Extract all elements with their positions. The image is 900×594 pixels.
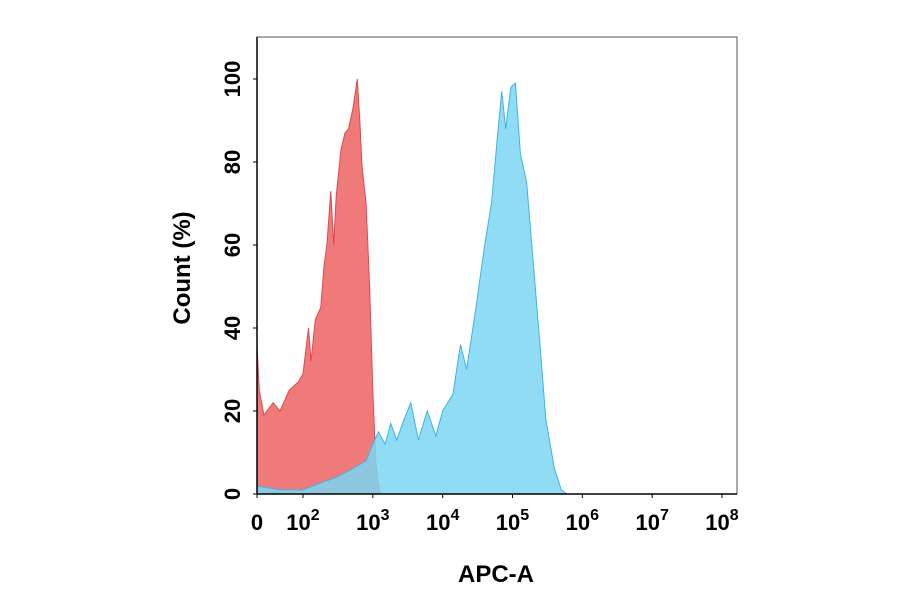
plot-area: 0 102 103 104 105 106 107 108 0 20 40 60 80 100 xyxy=(220,36,739,535)
x-tick-label: 105 xyxy=(496,507,529,535)
y-tick-label: 80 xyxy=(220,150,245,174)
x-tick-label: 106 xyxy=(566,507,599,535)
x-tick-label: 0 xyxy=(251,510,263,535)
y-tick-label: 0 xyxy=(220,488,245,500)
y-tick-label: 100 xyxy=(220,61,245,98)
x-tick-label: 107 xyxy=(635,507,668,535)
x-tick-label: 108 xyxy=(705,507,738,535)
axes-frame xyxy=(253,36,738,498)
y-tick-labels: 0 20 40 60 80 100 xyxy=(220,61,245,500)
y-tick-label: 20 xyxy=(220,399,245,423)
histogram-series-1 xyxy=(256,78,382,495)
y-axis-title: Count (%) xyxy=(169,211,196,324)
x-tick-labels: 0 102 103 104 105 106 107 108 xyxy=(251,507,739,535)
y-tick-label: 60 xyxy=(220,233,245,257)
y-tick-label: 40 xyxy=(220,316,245,340)
x-tick-label: 104 xyxy=(426,507,459,535)
histogram-series-2 xyxy=(256,82,569,495)
x-axis-title: APC-A xyxy=(458,561,534,588)
series-layer xyxy=(256,78,569,495)
x-tick-label: 102 xyxy=(286,507,319,535)
x-tick-label: 103 xyxy=(356,507,389,535)
